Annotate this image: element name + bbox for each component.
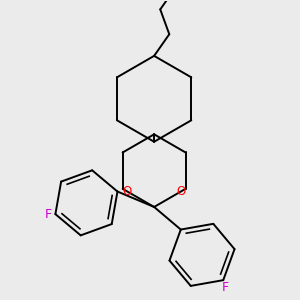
- Text: O: O: [122, 185, 131, 198]
- Text: O: O: [177, 185, 186, 198]
- Text: F: F: [45, 208, 52, 220]
- Text: F: F: [221, 281, 229, 294]
